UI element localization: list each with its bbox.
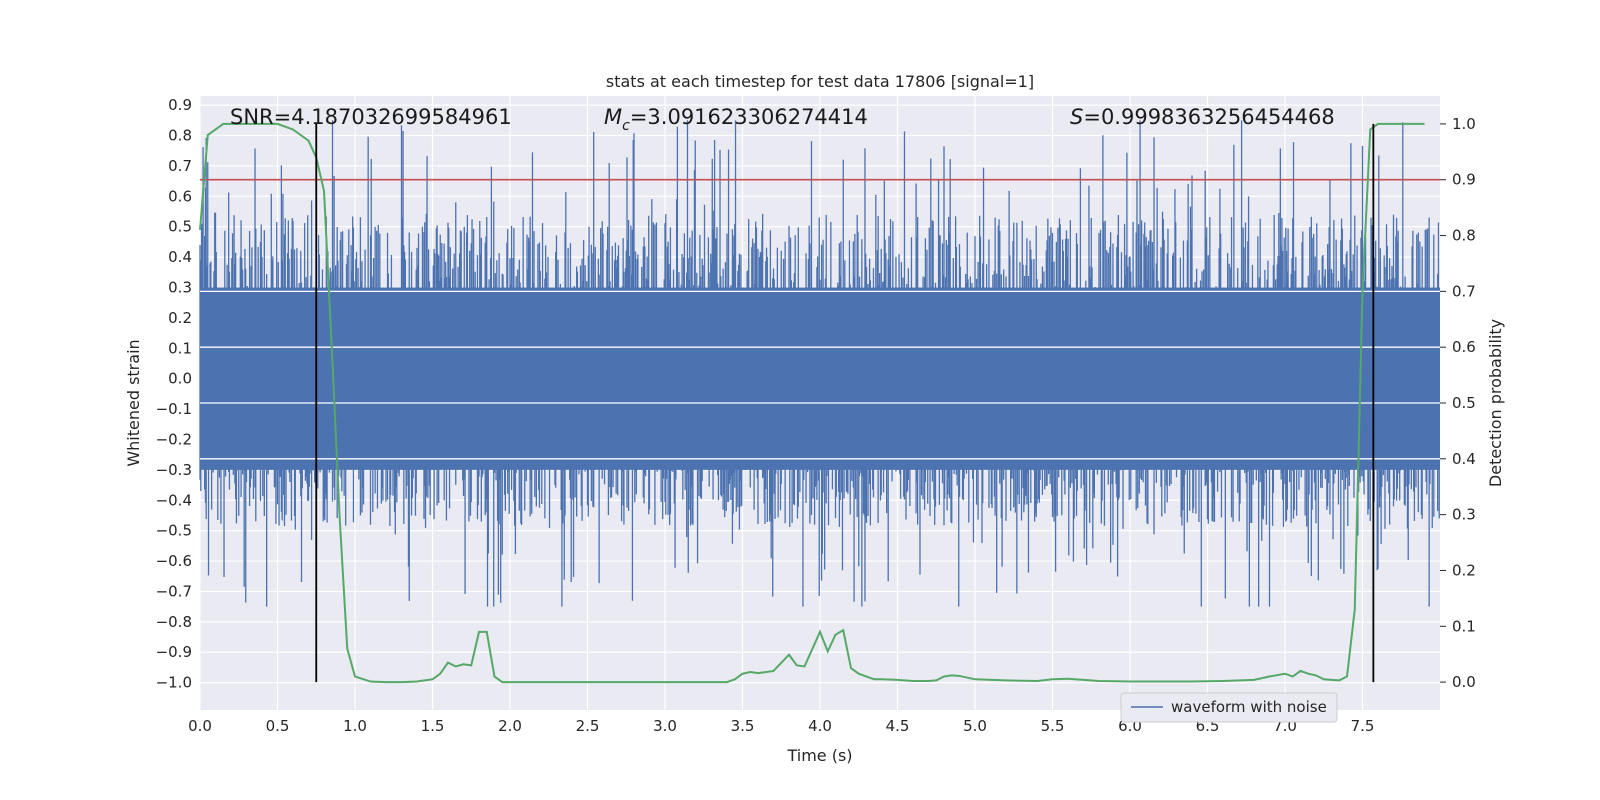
x-tick-label: 5.5 <box>1041 717 1065 735</box>
probability-line <box>199 122 1425 684</box>
y-right-tick-label: 0.7 <box>1452 282 1476 300</box>
y-right-tick-label: 0.1 <box>1452 617 1476 635</box>
x-tick-label: 7.5 <box>1351 717 1375 735</box>
y-left-tick-label: 0.3 <box>168 278 192 296</box>
legend: waveform with noise <box>1120 692 1338 723</box>
legend-label: waveform with noise <box>1171 698 1327 716</box>
y-left-tick-label: −0.9 <box>156 643 192 661</box>
y-right-tick-label: 0.4 <box>1452 450 1476 468</box>
y-right-tick-label: 0.2 <box>1452 561 1476 579</box>
x-tick-label: 0.0 <box>188 717 212 735</box>
mc-value: =3.091623306274414 <box>630 105 868 129</box>
waveform-series <box>199 120 1440 607</box>
x-tick-label: 0.5 <box>266 717 290 735</box>
y-left-tick-label: 0.5 <box>168 218 192 236</box>
y-left-tick-label: 0.8 <box>168 127 192 145</box>
y-right-axis-ticks: 1.0 0.9 0.8 0.7 0.6 0.5 0.4 0.3 0.2 0.1 0.0 <box>1440 115 1476 691</box>
x-axis-label: Time (s) <box>786 746 852 765</box>
x-tick-label: 2.5 <box>576 717 600 735</box>
y-left-tick-label: 0.9 <box>168 96 192 114</box>
y-right-tick-label: 0.9 <box>1452 171 1476 189</box>
x-tick-label: 3.0 <box>653 717 677 735</box>
y-left-tick-label: 0.7 <box>168 157 192 175</box>
probability-series <box>199 122 1425 684</box>
y-left-tick-label: 0.2 <box>168 309 192 327</box>
y-left-tick-label: 0.1 <box>168 339 192 357</box>
y-left-tick-label: 0.6 <box>168 187 192 205</box>
y-left-tick-label: 0.4 <box>168 248 192 266</box>
y-left-tick-label: −0.3 <box>156 461 192 479</box>
s-value: =0.9998363256454468 <box>1083 105 1334 129</box>
vertical-markers <box>315 123 1375 683</box>
y-left-tick-label: −0.1 <box>156 400 192 418</box>
legend-box <box>1120 692 1338 723</box>
s-symbol: S <box>1070 105 1083 129</box>
x-tick-label: 3.5 <box>731 717 755 735</box>
chirp-mass-annotation: Mc=3.091623306274414 <box>604 105 868 134</box>
y-right-tick-label: 0.8 <box>1452 227 1476 245</box>
chart-title: stats at each timestep for test data 178… <box>606 72 1034 91</box>
y-left-tick-label: −0.6 <box>156 552 192 570</box>
y-left-tick-label: −0.8 <box>156 613 192 631</box>
y-right-tick-label: 0.3 <box>1452 506 1476 524</box>
y-right-tick-label: 0.6 <box>1452 338 1476 356</box>
y-left-tick-label: 0.0 <box>168 370 192 388</box>
y-left-tick-label: −0.4 <box>156 491 192 509</box>
x-tick-label: 2.0 <box>498 717 522 735</box>
x-tick-label: 4.0 <box>808 717 832 735</box>
mc-subscript: c <box>622 118 630 134</box>
y-left-tick-label: −0.2 <box>156 430 192 448</box>
s-annotation: S=0.9998363256454468 <box>1070 105 1335 129</box>
y-right-tick-label: 0.0 <box>1452 673 1476 691</box>
mc-symbol: M <box>604 105 622 129</box>
x-tick-label: 1.0 <box>343 717 367 735</box>
y-right-axis-label: Detection probability <box>1486 319 1505 487</box>
y-left-tick-label: −1.0 <box>156 674 192 692</box>
y-left-axis-label: Whitened strain <box>124 339 143 466</box>
y-right-tick-label: 1.0 <box>1452 115 1476 133</box>
x-tick-label: 4.5 <box>886 717 910 735</box>
x-tick-label: 5.0 <box>963 717 987 735</box>
snr-annotation: SNR=4.187032699584961 <box>230 105 512 129</box>
y-left-tick-label: −0.5 <box>156 522 192 540</box>
waveform-core-band <box>200 287 1440 470</box>
y-left-tick-label: −0.7 <box>156 582 192 600</box>
y-right-tick-label: 0.5 <box>1452 394 1476 412</box>
x-tick-label: 1.5 <box>421 717 445 735</box>
y-left-axis-ticks: 0.9 0.8 0.7 0.6 0.5 0.4 0.3 0.2 0.1 0.0 −0.1 −0.2 −0… <box>156 96 192 692</box>
